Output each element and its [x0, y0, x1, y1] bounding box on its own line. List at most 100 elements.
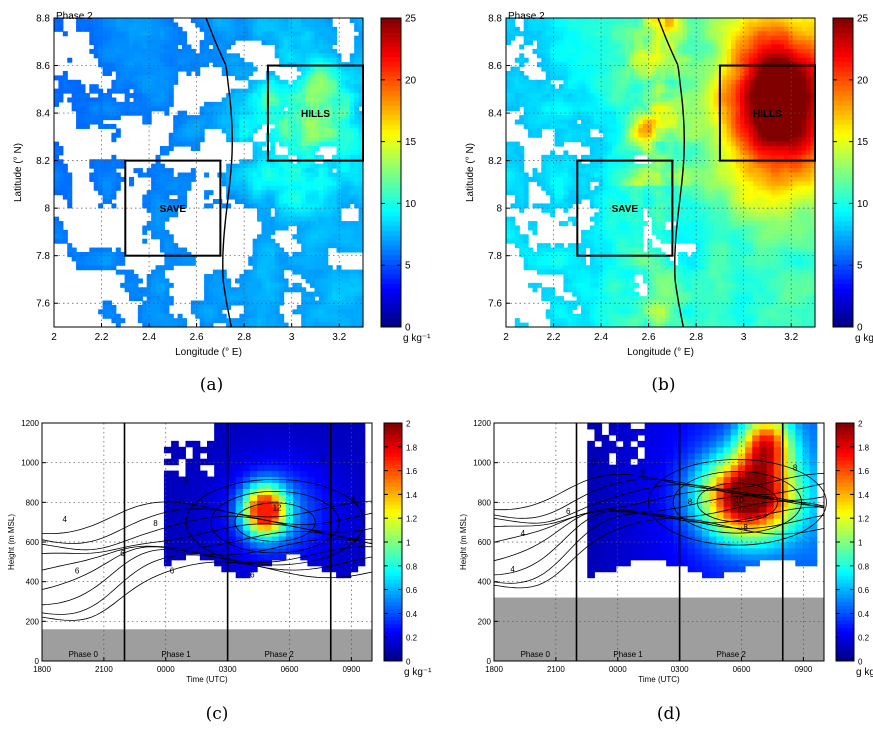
- field-cell: [204, 123, 210, 129]
- field-cell: [243, 278, 249, 284]
- field-cell: [230, 62, 236, 68]
- field-cell: [651, 57, 657, 63]
- field-cell: [159, 269, 165, 275]
- field-cell: [647, 256, 653, 262]
- field-cell: [603, 278, 609, 284]
- field-cell: [111, 35, 117, 41]
- field-cell: [563, 40, 569, 46]
- field-cell: [279, 84, 285, 90]
- field-cell: [310, 309, 316, 315]
- field-cell: [536, 40, 542, 46]
- field-cell: [89, 48, 95, 54]
- field-cell: [345, 101, 351, 107]
- field-cell: [102, 176, 108, 182]
- field-cell: [142, 35, 148, 41]
- field-cell: [651, 225, 657, 231]
- field-cell: [349, 84, 355, 90]
- field-cell: [358, 229, 364, 235]
- field-cell: [506, 168, 512, 174]
- field-cell: [589, 190, 595, 196]
- field-cell: [616, 57, 622, 63]
- border-line: [205, 17, 234, 328]
- field-cell: [647, 97, 653, 103]
- field-cell: [651, 318, 657, 324]
- field-cell: [265, 269, 271, 275]
- field-cell: [115, 163, 121, 169]
- field-cell: [98, 22, 104, 28]
- field-cell: [563, 88, 569, 94]
- field-cell: [581, 234, 587, 240]
- field-cell: [279, 22, 285, 28]
- field-cell: [585, 238, 591, 244]
- field-cell: [541, 256, 547, 262]
- field-cell: [336, 159, 342, 165]
- field-cell: [536, 44, 542, 50]
- field-cell: [545, 185, 551, 191]
- field-cell: [164, 101, 170, 107]
- field-cell: [310, 79, 316, 85]
- field-cell: [252, 163, 258, 169]
- field-cell: [603, 296, 609, 302]
- field-cell: [279, 132, 285, 138]
- field-cell: [248, 322, 254, 328]
- field-cell: [182, 66, 188, 72]
- field-cell: [523, 26, 529, 32]
- field-cell: [519, 207, 525, 213]
- field-cell: [182, 35, 188, 41]
- field-cell: [336, 168, 342, 174]
- field-cell: [603, 221, 609, 227]
- field-cell: [554, 88, 560, 94]
- field-cell: [111, 123, 117, 129]
- field-cell: [151, 203, 157, 209]
- field-cell: [327, 123, 333, 129]
- field-cell: [318, 53, 324, 59]
- field-cell: [567, 194, 573, 200]
- field-cell: [541, 84, 547, 90]
- field-cell: [572, 322, 578, 328]
- field-cell: [151, 44, 157, 50]
- field-cell: [642, 119, 648, 125]
- field-cell: [616, 48, 622, 54]
- field-cell: [536, 123, 542, 129]
- field-cell: [603, 93, 609, 99]
- field-cell: [629, 57, 635, 63]
- field-cell: [358, 216, 364, 222]
- field-cell: [159, 207, 165, 213]
- field-cell: [80, 88, 86, 94]
- field-cell: [186, 48, 192, 54]
- field-cell: [345, 203, 351, 209]
- field-cell: [217, 40, 223, 46]
- field-cell: [589, 322, 595, 328]
- field-cell: [323, 243, 329, 249]
- field-cell: [541, 110, 547, 116]
- field-cell: [563, 53, 569, 59]
- field-cell: [274, 31, 280, 37]
- field-cell: [137, 22, 143, 28]
- field-cell: [310, 101, 316, 107]
- field-cell: [554, 53, 560, 59]
- field-cell: [314, 106, 320, 112]
- field-cell: [186, 128, 192, 134]
- field-cell: [257, 141, 263, 147]
- field-cell: [318, 238, 324, 244]
- field-cell: [204, 22, 210, 28]
- field-cell: [301, 260, 307, 266]
- field-cell: [629, 318, 635, 324]
- field-cell: [572, 22, 578, 28]
- field-cell: [318, 88, 324, 94]
- field-cell: [261, 31, 267, 37]
- colorbar-step: [381, 177, 401, 183]
- field-cell: [567, 22, 573, 28]
- field-cell: [638, 75, 644, 81]
- field-cell: [514, 119, 520, 125]
- field-cell: [305, 97, 311, 103]
- field-cell: [168, 296, 174, 302]
- field-cell: [625, 35, 631, 41]
- field-cell: [279, 115, 285, 121]
- field-cell: [506, 97, 512, 103]
- field-cell: [651, 84, 657, 90]
- field-cell: [611, 287, 617, 293]
- field-cell: [506, 238, 512, 244]
- field-cell: [265, 304, 271, 310]
- field-cell: [506, 70, 512, 76]
